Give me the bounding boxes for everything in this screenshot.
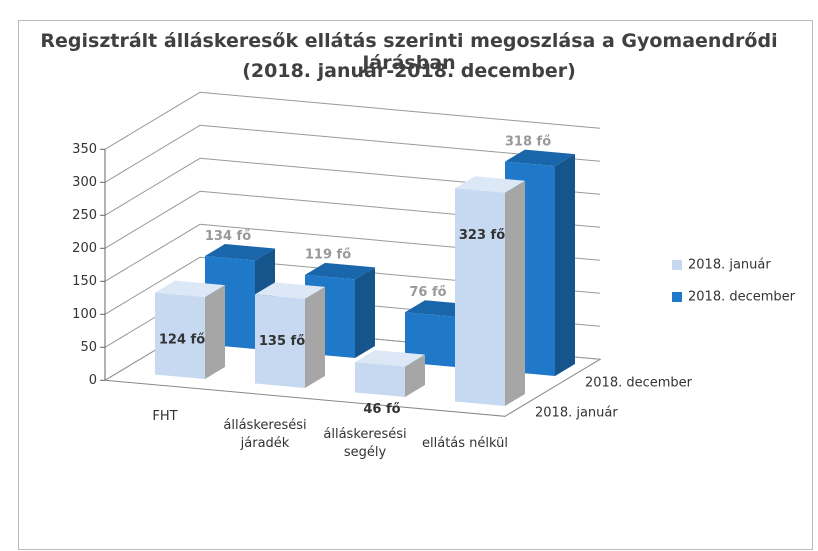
bar — [255, 294, 305, 388]
bar-side — [355, 267, 375, 358]
y-tick-label: 250 — [72, 208, 97, 223]
x-tick-label: FHT — [152, 408, 178, 424]
bar-top — [455, 176, 525, 193]
data-label: 46 fő — [363, 402, 400, 417]
bar — [405, 312, 455, 367]
bar-side — [505, 180, 525, 406]
y-tick-label: 200 — [72, 241, 97, 256]
bar-side — [555, 154, 575, 376]
y-tick-label: 100 — [72, 307, 97, 322]
data-label: 134 fő — [205, 229, 251, 244]
bar — [455, 188, 505, 406]
bar-top — [155, 280, 225, 298]
legend-label: 2018. január — [688, 258, 771, 273]
depth-label: 2018. december — [585, 376, 693, 391]
depth-label: 2018. január — [535, 406, 618, 421]
legend-swatch — [672, 292, 682, 302]
x-tick-label: álláskeresési segély — [323, 426, 407, 460]
bar-top — [305, 262, 375, 280]
chart-subtitle: (2018. január-2018. december) — [242, 60, 576, 82]
x-tick-label: ellátás nélkül — [422, 435, 508, 451]
grid-line — [104, 91, 601, 150]
data-label: 318 fő — [505, 134, 551, 149]
bar-top — [255, 282, 325, 299]
grid-line — [104, 124, 601, 183]
x-tick-label: álláskeresési járadék — [223, 417, 307, 451]
data-label: 76 fő — [409, 285, 446, 300]
chart-title: Regisztrált álláskeresők ellátás szerint… — [40, 30, 778, 74]
bar — [155, 292, 205, 379]
data-label: 135 fő — [259, 334, 305, 349]
y-tick-label: 300 — [72, 175, 97, 190]
bar-top — [505, 149, 575, 167]
data-label: 119 fő — [305, 248, 351, 263]
y-tick-label: 0 — [89, 373, 97, 388]
bar-side — [405, 354, 425, 397]
chart-frame — [18, 20, 813, 550]
bar-top — [205, 244, 275, 261]
bar — [355, 362, 405, 397]
legend-label: 2018. december — [688, 290, 796, 305]
data-label: 124 fő — [159, 332, 205, 347]
bar-side — [305, 286, 325, 388]
bar-side — [205, 285, 225, 379]
data-label: 323 fő — [459, 228, 505, 243]
legend-swatch — [672, 260, 682, 270]
bar-top — [355, 350, 425, 367]
y-tick-label: 350 — [72, 142, 97, 157]
y-tick-label: 50 — [80, 340, 97, 355]
y-tick-label: 150 — [72, 274, 97, 289]
